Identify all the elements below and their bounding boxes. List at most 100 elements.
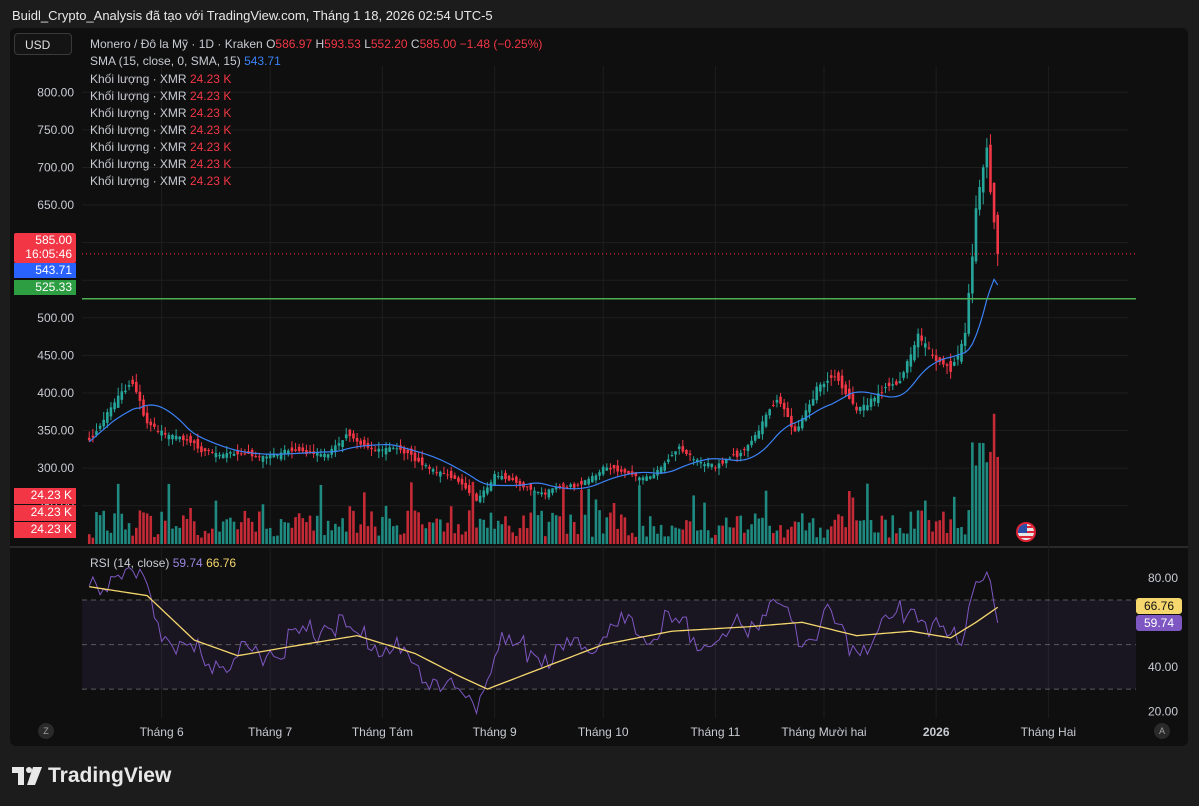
candle-body [370, 447, 373, 450]
candle-body [551, 488, 554, 493]
candle-body [243, 453, 247, 455]
volume-bar [91, 537, 95, 544]
chart-canvas[interactable]: 800.00750.00700.00650.00600.00500.00450.… [10, 28, 1188, 746]
volume-legend[interactable]: Khối lượng · XMR 24.23 K Khối lượng · XM… [90, 71, 231, 190]
volume-legend-row: Khối lượng · XMR 24.23 K [90, 72, 232, 86]
candle-body [869, 398, 873, 407]
price-axis-tick: 350.00 [37, 424, 74, 438]
volume-bar [909, 511, 913, 544]
volume-bar [811, 518, 815, 544]
tradingview-logo[interactable]: TradingView [12, 764, 171, 788]
volume-bar [442, 531, 446, 544]
candle-body [377, 448, 381, 452]
candle-body [663, 463, 667, 471]
symbol-legend[interactable]: Monero / Đô la Mỹ · 1D · Kraken O586.97 … [90, 37, 543, 51]
volume-bar [612, 503, 616, 544]
volume-bar [605, 517, 609, 544]
candle-body [648, 476, 652, 479]
volume-bar [402, 533, 406, 544]
volume-bar [120, 513, 124, 544]
volume-bar [913, 528, 916, 544]
candle-body [149, 421, 153, 426]
rsi-legend[interactable]: RSI (14, close) 59.74 66.76 [90, 556, 236, 570]
candle-body [95, 431, 98, 436]
candle-body [268, 454, 272, 459]
candle-body [203, 448, 207, 452]
volume-bar [511, 532, 515, 544]
auto-scale-button[interactable]: A [1154, 723, 1170, 739]
volume-bar [952, 496, 956, 544]
volume-bar [294, 517, 297, 544]
volume-bar [192, 521, 196, 544]
volume-bar [721, 525, 724, 544]
volume-bar [934, 521, 938, 544]
us-flag-icon[interactable] [1016, 522, 1036, 542]
candle-body [833, 376, 837, 378]
sma-legend[interactable]: SMA (15, close, 0, SMA, 15) 543.71 [90, 54, 281, 68]
volume-bar [496, 520, 500, 544]
volume-bar [522, 515, 525, 544]
volume-bar [685, 520, 688, 544]
volume-bar [963, 534, 967, 544]
volume-bar [902, 533, 905, 544]
candle-body [160, 430, 163, 436]
volume-bar [594, 499, 598, 544]
candle-body [598, 472, 601, 476]
volume-bar [337, 526, 341, 544]
volume-bar [822, 537, 826, 544]
sma-line [88, 278, 999, 490]
volume-bar [793, 521, 797, 544]
volume-bar [554, 515, 558, 544]
candle-body [605, 467, 609, 471]
volume-bar [750, 524, 753, 544]
volume-bar [880, 515, 884, 544]
volume-bar [815, 537, 819, 544]
brand-name: TradingView [48, 764, 172, 787]
volume-legend-row: Khối lượng · XMR 24.23 K [90, 174, 232, 188]
volume-bar [753, 513, 757, 544]
currency-selector-button[interactable]: USD [14, 33, 72, 55]
volume-bar [265, 528, 268, 544]
volume-bar [355, 532, 359, 544]
volume-bar [931, 531, 934, 544]
candle-body [627, 470, 630, 475]
chart-frame[interactable]: 800.00750.00700.00650.00600.00500.00450.… [10, 28, 1188, 746]
candle-body [811, 399, 815, 406]
volume-bar [308, 515, 312, 544]
candle-body [753, 435, 757, 441]
rsi-axis-tick: 40.00 [1148, 660, 1178, 674]
candle-body [616, 465, 619, 472]
volume-bar [996, 456, 1000, 544]
candle-body [457, 477, 460, 482]
candle-body [301, 447, 305, 452]
volume-bar [695, 530, 699, 544]
volume-bar [956, 528, 960, 544]
candle-body [895, 381, 898, 385]
volume-legend-row: Khối lượng · XMR 24.23 K [90, 89, 232, 103]
candle-body [131, 379, 134, 385]
candle-body [692, 459, 695, 461]
candle-body [706, 463, 710, 467]
volume-bar [634, 536, 638, 544]
volume-bar [840, 516, 844, 544]
volume-bar [243, 510, 247, 544]
volume-bar [895, 533, 898, 544]
candle-body [913, 345, 916, 361]
last-price-tag: 585.00 16:05:46 [14, 233, 76, 263]
volume-bar [688, 521, 692, 544]
volume-bar [601, 533, 605, 544]
candle-body [276, 455, 279, 457]
volume-bar [478, 518, 482, 544]
candle-body [844, 384, 847, 395]
candle-body [974, 208, 978, 262]
volume-bar [127, 523, 131, 544]
volume-bar [833, 519, 837, 544]
ohlc-high: 593.53 [324, 37, 361, 51]
time-axis-tick: Tháng 7 [248, 725, 292, 739]
candle-body [344, 434, 348, 439]
zoom-toggle-button[interactable]: Z [38, 723, 54, 739]
volume-bar [681, 529, 685, 544]
volume-bar [659, 524, 663, 544]
volume-bar [261, 504, 265, 544]
candle-body [435, 472, 438, 474]
